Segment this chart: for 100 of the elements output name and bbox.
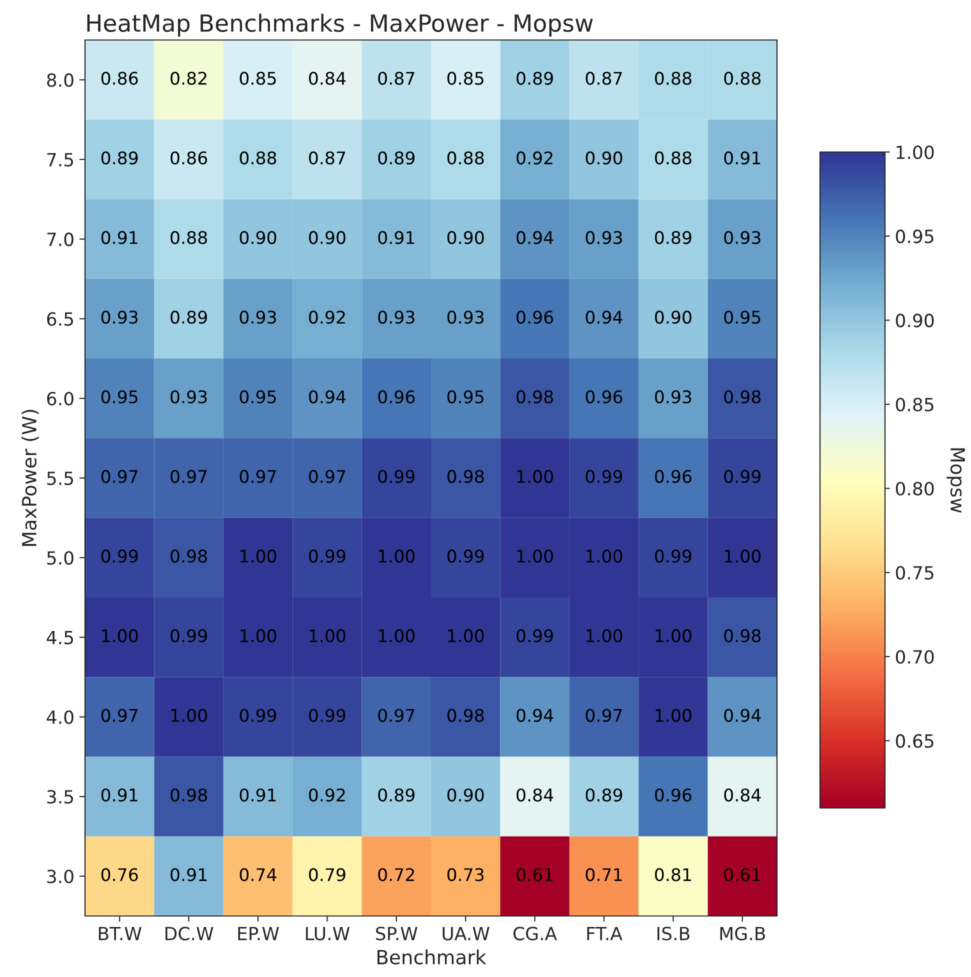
data-label: 0.97 — [101, 470, 138, 484]
data-label: 0.96 — [655, 470, 692, 484]
y-tick-label: 5.5 — [47, 472, 74, 486]
data-label: 0.90 — [240, 230, 276, 244]
data-label: 0.95 — [101, 390, 138, 404]
data-label: 0.89 — [586, 788, 622, 802]
data-label: 1.00 — [656, 629, 692, 642]
data-label: 0.90 — [447, 788, 484, 802]
y-tick-label: 3.5 — [47, 790, 74, 804]
data-label: 0.87 — [586, 72, 622, 85]
data-label: 1.00 — [586, 629, 622, 642]
data-label: 0.99 — [309, 550, 346, 563]
color-bar-label: 0.95 — [896, 230, 934, 244]
data-label: 0.93 — [655, 390, 692, 404]
data-label: 0.96 — [586, 390, 622, 404]
data-label: 0.98 — [170, 788, 207, 802]
x-tick-label: SP.W — [376, 926, 418, 940]
x-tick-label: MG.B — [720, 926, 765, 940]
data-label: 0.89 — [378, 151, 415, 164]
data-label: 1.00 — [448, 629, 484, 642]
data-label: 0.94 — [516, 230, 554, 244]
data-label: 0.72 — [378, 868, 414, 882]
data-label: 0.88 — [655, 151, 692, 164]
y-tick-label: 7.0 — [47, 232, 74, 246]
data-label: 0.87 — [309, 151, 346, 164]
data-label: 0.99 — [240, 708, 276, 722]
data-label: 1.00 — [310, 629, 346, 642]
data-label: 1.00 — [656, 708, 692, 722]
data-label: 0.82 — [170, 72, 206, 85]
data-label: 0.99 — [655, 550, 692, 563]
chart-title: HeatMap Benchmarks - MaxPower - Mopsw — [87, 14, 593, 37]
data-label: 0.86 — [170, 151, 208, 164]
data-label: 0.85 — [240, 72, 276, 85]
data-label: 0.61 — [724, 868, 760, 882]
data-label: 0.94 — [586, 310, 622, 324]
y-tick-label: 4.0 — [46, 710, 74, 724]
data-label: 0.96 — [378, 390, 415, 404]
data-label: 0.95 — [724, 310, 760, 324]
data-label: 0.88 — [655, 72, 692, 85]
data-label: 0.94 — [724, 708, 761, 722]
data-label: 0.89 — [378, 788, 415, 802]
y-tick-label: 6.0 — [47, 392, 74, 406]
data-label: 1.00 — [517, 470, 553, 484]
data-label: 0.93 — [586, 230, 622, 244]
data-label: 0.90 — [447, 230, 484, 244]
data-label: 0.92 — [516, 151, 552, 164]
y-tick-label: 8.0 — [47, 73, 74, 87]
y-axis-title: MaxPower (W) — [22, 410, 39, 546]
color-bar-label: 0.85 — [896, 398, 934, 412]
x-tick-label: FT.A — [587, 926, 622, 940]
color-bar-label: 0.75 — [896, 566, 934, 580]
data-label: 0.93 — [240, 310, 276, 324]
data-label: 0.99 — [724, 470, 761, 484]
data-label: 1.00 — [240, 629, 276, 642]
data-label: 0.90 — [655, 310, 692, 324]
data-label: 0.97 — [240, 470, 276, 484]
data-label: 0.96 — [655, 788, 692, 802]
data-label: 0.94 — [516, 708, 554, 722]
data-label: 0.91 — [724, 151, 760, 164]
data-label: 0.99 — [101, 550, 138, 563]
data-label: 0.92 — [309, 788, 345, 802]
data-label: 1.00 — [171, 708, 207, 722]
color-bar-title: Mopsw — [946, 448, 965, 513]
data-label: 0.98 — [447, 708, 484, 722]
data-label: 0.88 — [240, 151, 276, 164]
data-label: 0.97 — [101, 708, 138, 722]
data-label: 0.88 — [724, 72, 761, 85]
data-label: 0.74 — [240, 868, 276, 882]
data-label: 0.91 — [240, 788, 276, 802]
data-label: 0.89 — [655, 230, 692, 244]
color-bar-label: 0.70 — [896, 650, 934, 664]
color-bar-label: 0.90 — [896, 314, 934, 328]
data-label: 0.88 — [447, 151, 484, 164]
data-label: 0.99 — [170, 629, 207, 642]
data-label: 0.98 — [724, 629, 761, 642]
color-bar-label: 0.65 — [896, 734, 934, 748]
data-label: 1.00 — [517, 550, 553, 563]
x-tick-label: LU.W — [306, 926, 350, 940]
data-label: 0.85 — [447, 72, 484, 85]
data-label: 0.98 — [170, 550, 207, 563]
data-label: 1.00 — [102, 629, 138, 642]
x-tick-label: BT.W — [98, 926, 142, 940]
data-label: 0.93 — [378, 310, 414, 324]
data-label: 0.79 — [309, 868, 346, 882]
data-label: 0.93 — [447, 310, 484, 324]
data-label: 1.00 — [586, 550, 622, 563]
data-label: 0.73 — [447, 868, 484, 882]
data-label: 0.97 — [586, 708, 622, 722]
data-label: 0.88 — [170, 230, 207, 244]
y-tick-label: 6.5 — [47, 312, 74, 326]
color-bar-label: 0.80 — [896, 482, 934, 496]
x-tick-label: DC.W — [166, 926, 214, 940]
x-tick-label: UA.W — [442, 926, 490, 940]
data-label: 0.91 — [378, 230, 414, 244]
data-label: 0.89 — [101, 151, 138, 164]
data-label: 0.98 — [447, 470, 484, 484]
data-label: 0.99 — [309, 708, 346, 722]
data-label: 0.81 — [655, 868, 691, 882]
data-label: 0.94 — [309, 390, 346, 404]
data-label: 0.76 — [101, 868, 138, 882]
